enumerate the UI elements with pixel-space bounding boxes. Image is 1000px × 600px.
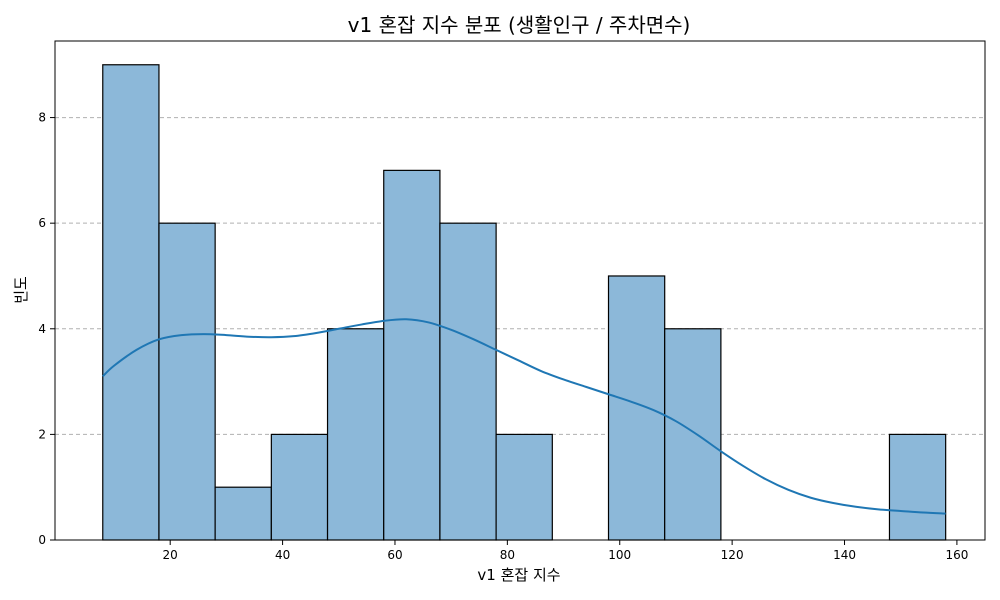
y-tick-label: 2 xyxy=(38,427,46,441)
histogram-bar xyxy=(888,433,947,541)
y-tick-label: 0 xyxy=(38,533,46,547)
y-tick-label: 8 xyxy=(38,111,46,125)
x-tick-label: 100 xyxy=(608,548,631,562)
x-tick-label: 20 xyxy=(163,548,178,562)
kde-curve xyxy=(102,318,946,515)
x-tick-label: 40 xyxy=(275,548,290,562)
x-tick-label: 120 xyxy=(721,548,744,562)
x-tick-label: 60 xyxy=(387,548,402,562)
plot-frame xyxy=(54,40,986,541)
histogram-bar xyxy=(439,222,497,541)
bars xyxy=(102,64,947,541)
histogram-bar xyxy=(214,486,272,541)
histogram-bar xyxy=(102,64,160,541)
y-axis-ticks: 0 2 4 6 8 xyxy=(38,111,55,547)
histogram-bar xyxy=(158,222,216,541)
x-tick-label: 160 xyxy=(945,548,968,562)
x-tick-label: 80 xyxy=(500,548,515,562)
y-tick-label: 4 xyxy=(38,322,46,336)
histogram-bar xyxy=(495,433,553,541)
histogram-bar xyxy=(607,275,666,541)
x-tick-label: 140 xyxy=(833,548,856,562)
histogram-bar xyxy=(664,328,722,541)
histogram-bar xyxy=(383,169,441,541)
chart-title: v1 혼잡 지수 분포 (생활인구 / 주차면수) xyxy=(348,13,691,37)
histogram-bar xyxy=(270,433,329,541)
x-axis-label: v1 혼잡 지수 xyxy=(477,566,560,584)
y-axis-label: 빈도 xyxy=(12,276,30,304)
histogram-bar xyxy=(326,328,385,541)
y-tick-label: 6 xyxy=(38,216,46,230)
x-axis-ticks: 20 40 60 80 100 120 140 160 xyxy=(163,540,968,562)
